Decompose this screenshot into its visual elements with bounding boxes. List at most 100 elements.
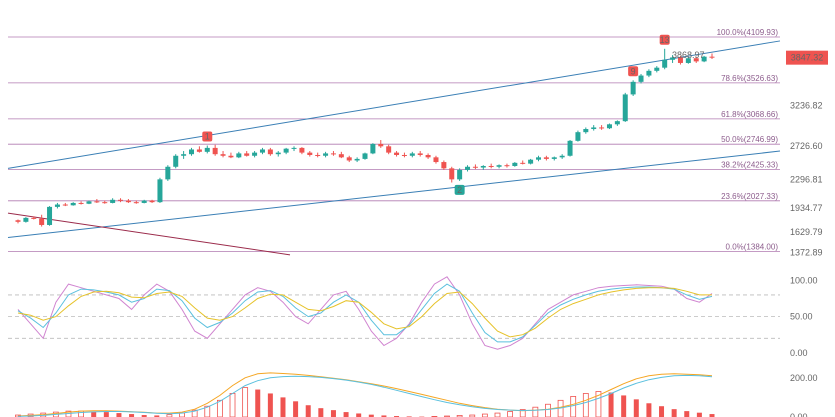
candle-body (220, 154, 226, 156)
candle-body (433, 157, 439, 163)
candle-body (307, 152, 313, 155)
candle-body (677, 57, 683, 63)
macd-histogram-bar (356, 413, 362, 417)
candle-body (520, 162, 526, 164)
macd-histogram-bar (116, 413, 122, 417)
candle-body (449, 168, 455, 180)
candle-body (118, 199, 124, 201)
macd-histogram-bar (267, 393, 273, 417)
candle-body (512, 162, 518, 166)
candle-body (86, 201, 92, 204)
macd-histogram-bar (368, 414, 374, 417)
macd-histogram-bar (330, 410, 336, 417)
osc-series-0 (17, 276, 713, 350)
macd-histogram-bar (318, 408, 324, 417)
candle-body (323, 153, 329, 156)
macd-histogram-bar (154, 415, 160, 417)
candle-body (488, 165, 494, 167)
candle-body (551, 157, 557, 159)
osc-series-1 (17, 283, 713, 343)
osc-axis-tick-0: 100.00 (790, 275, 818, 285)
candle-body (583, 129, 589, 133)
marker-label-3: 13 (660, 35, 670, 45)
candle-body (204, 147, 210, 152)
downtrend-line (7, 212, 291, 256)
macd-histogram-bar (381, 415, 387, 417)
macd-histogram-bar (343, 412, 349, 417)
candle-body (496, 165, 502, 167)
candle-body (78, 202, 84, 204)
candle-body (567, 140, 573, 156)
candle-body (346, 157, 352, 161)
candle-body (409, 153, 415, 156)
candle-body (536, 157, 541, 160)
candle-body (149, 200, 155, 203)
macd-histogram-bar (229, 393, 236, 417)
candle-body (685, 58, 691, 63)
candle-body (267, 149, 273, 155)
macd-histogram-bar (545, 403, 551, 417)
candle-body (54, 204, 60, 207)
candle-body (646, 70, 652, 76)
candle-body (244, 153, 250, 156)
candle-body (378, 143, 384, 147)
macd-histogram-bar (216, 399, 223, 417)
candle-body (15, 220, 21, 222)
last-price-tag (786, 50, 828, 65)
candle-body (283, 148, 289, 153)
macd-histogram-bar (659, 406, 665, 417)
candle-body (394, 152, 400, 155)
macd-histogram-bar (103, 412, 109, 417)
osc-series-2 (17, 287, 712, 338)
macd-histogram-bar (507, 411, 514, 417)
macd-histogram-bar (293, 401, 299, 417)
candle-body (480, 165, 486, 168)
candle-body (102, 202, 108, 204)
candle-body (157, 179, 163, 203)
candle-body (591, 127, 597, 130)
macd-histogram-bar (242, 387, 249, 417)
candle-body (662, 59, 668, 68)
candle-body (39, 218, 45, 225)
annotation-0: 3868.97 (672, 50, 705, 60)
macd-histogram-bar (709, 414, 715, 417)
macd-histogram-bar (280, 397, 286, 417)
candle-body (212, 147, 218, 155)
macd-histogram-bar (633, 399, 639, 417)
candle-body (62, 204, 68, 206)
macd-histogram-bar (595, 391, 602, 417)
candle-body (386, 146, 392, 153)
candle-body (543, 157, 549, 159)
last-price-label: 3847.32 (791, 53, 824, 63)
macd-histogram-bar (582, 393, 589, 417)
macd-histogram-bar (570, 396, 577, 417)
channel-upper-line (7, 40, 781, 169)
macd-histogram-bar (141, 415, 147, 417)
marker-label-1: 2 (457, 185, 462, 195)
marker-badge-1 (454, 184, 465, 195)
macd-histogram-bar (129, 414, 135, 417)
candle-body (330, 153, 336, 155)
price-axis-tick-4: 1934.77 (790, 203, 823, 213)
price-axis-tick-2: 2726.60 (790, 141, 823, 151)
candle-body (425, 154, 431, 158)
marker-badge-3 (659, 34, 670, 45)
candle-body (472, 166, 478, 168)
candle-body (125, 200, 131, 203)
fib-label-1: 78.6%(3526.63) (721, 74, 778, 83)
candle-body (709, 56, 715, 58)
candle-body (133, 202, 139, 204)
candle-body (236, 153, 242, 158)
fib-label-4: 38.2%(2425.33) (721, 160, 778, 169)
fib-label-2: 61.8%(3068.66) (721, 110, 778, 119)
macd-histogram-bar (494, 412, 501, 417)
candle-body (354, 158, 360, 161)
candle-body (559, 155, 565, 158)
candle-body (338, 154, 344, 158)
candle-body (173, 155, 179, 167)
candle-body (599, 127, 605, 129)
candle-body (701, 56, 707, 62)
candle-body (315, 154, 321, 156)
candle-body (457, 169, 463, 180)
